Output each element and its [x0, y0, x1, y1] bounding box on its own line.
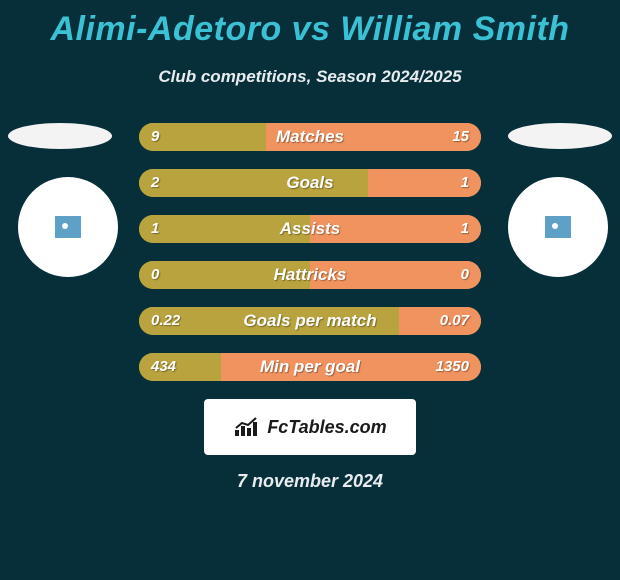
stat-row: 915Matches — [139, 123, 481, 151]
stat-left-fill — [139, 307, 399, 335]
stat-left-fill — [139, 169, 368, 197]
stat-row: 0.220.07Goals per match — [139, 307, 481, 335]
logo-text: FcTables.com — [267, 417, 386, 438]
player-left-flag — [8, 123, 112, 149]
stat-left-fill — [139, 261, 310, 289]
stat-left-fill — [139, 353, 221, 381]
subtitle: Club competitions, Season 2024/2025 — [0, 67, 620, 87]
placeholder-image-icon — [545, 216, 571, 238]
comparison-content: 915Matches 21Goals 11Assists 00Hattricks 0.2… — [0, 123, 620, 492]
stat-row: 11Assists — [139, 215, 481, 243]
player-right-panel — [508, 123, 612, 277]
stat-row: 00Hattricks — [139, 261, 481, 289]
date-text: 7 november 2024 — [0, 471, 620, 492]
stat-left-fill — [139, 123, 266, 151]
logo-box: FcTables.com — [204, 399, 416, 455]
stat-right-fill — [399, 307, 481, 335]
player-right-avatar — [508, 177, 608, 277]
stat-row: 4341350Min per goal — [139, 353, 481, 381]
player-right-flag — [508, 123, 612, 149]
player-left-avatar — [18, 177, 118, 277]
page-title: Alimi-Adetoro vs William Smith — [0, 0, 620, 49]
player-left-panel — [8, 123, 118, 277]
stat-row: 21Goals — [139, 169, 481, 197]
stat-bars: 915Matches 21Goals 11Assists 00Hattricks 0.2… — [139, 123, 481, 381]
placeholder-image-icon — [55, 216, 81, 238]
stat-right-fill — [368, 169, 481, 197]
stat-right-fill — [266, 123, 481, 151]
stat-left-fill — [139, 215, 310, 243]
stat-right-fill — [221, 353, 481, 381]
stat-right-fill — [310, 261, 481, 289]
stat-right-fill — [310, 215, 481, 243]
fctables-logo-icon — [233, 416, 261, 438]
